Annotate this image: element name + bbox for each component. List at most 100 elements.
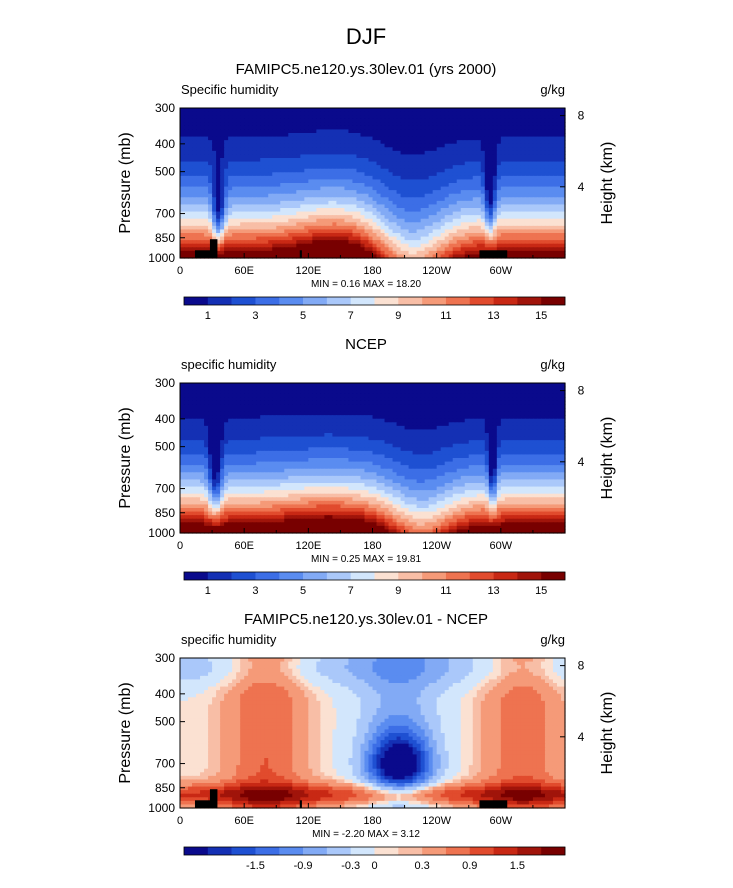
- field-cell: [380, 158, 386, 163]
- field-cell: [440, 190, 446, 195]
- field-cell: [264, 222, 269, 227]
- field-cell: [288, 400, 293, 406]
- field-cell: [520, 200, 526, 206]
- field-cell: [344, 204, 350, 209]
- field-cell: [428, 208, 434, 213]
- field-cell: [524, 225, 530, 231]
- field-cell: [396, 172, 402, 177]
- field-cell: [316, 386, 321, 391]
- field-cell: [416, 229, 422, 234]
- field-cell: [388, 154, 394, 159]
- field-cell: [408, 190, 414, 195]
- field-cell: [392, 229, 398, 234]
- field-cell: [380, 154, 386, 159]
- field-cell: [320, 386, 325, 391]
- field-cell: [408, 229, 414, 234]
- field-cell: [300, 118, 305, 123]
- field-cell: [372, 115, 378, 120]
- field-cell: [560, 222, 566, 227]
- field-cell: [212, 218, 217, 223]
- field-cell: [256, 243, 261, 248]
- field-cell: [524, 147, 530, 152]
- field-cell: [360, 133, 366, 138]
- field-cell: [552, 190, 558, 195]
- field-cell: [472, 200, 478, 206]
- field-cell: [284, 118, 289, 123]
- field-cell: [256, 143, 261, 148]
- field-cell: [232, 165, 237, 170]
- field-cell: [264, 386, 269, 391]
- field-cell: [368, 172, 374, 177]
- field-cell: [424, 411, 430, 416]
- field-cell: [400, 229, 406, 234]
- field-cell: [560, 243, 566, 248]
- field-cell: [480, 150, 486, 156]
- field-cell: [488, 247, 494, 252]
- field-cell: [520, 183, 526, 188]
- field-cell: [452, 190, 458, 195]
- terrain-block: [479, 250, 508, 258]
- field-cell: [268, 225, 273, 231]
- field-cell: [380, 115, 386, 120]
- field-cell: [256, 140, 261, 145]
- field-cell: [216, 150, 221, 156]
- field-cell: [324, 136, 329, 141]
- field-cell: [456, 140, 462, 145]
- field-cell: [344, 393, 350, 398]
- field-cell: [288, 218, 293, 223]
- field-cell: [460, 150, 466, 156]
- field-cell: [532, 172, 538, 177]
- field-cell: [204, 140, 209, 145]
- field-cell: [404, 140, 410, 145]
- field-cell: [544, 240, 550, 245]
- field-cell: [340, 136, 346, 141]
- field-cell: [416, 147, 422, 152]
- field-cell: [496, 222, 502, 227]
- field-cell: [436, 129, 442, 134]
- field-cell: [252, 136, 257, 141]
- field-cell: [200, 383, 205, 388]
- field-cell: [204, 158, 209, 163]
- field-cell: [184, 154, 189, 159]
- field-cell: [512, 397, 518, 402]
- field-cell: [268, 175, 273, 181]
- field-cell: [448, 236, 454, 241]
- field-cell: [536, 197, 542, 202]
- field-cell: [544, 404, 550, 409]
- field-cell: [528, 150, 534, 156]
- field-cell: [416, 400, 422, 406]
- field-cell: [328, 243, 333, 248]
- field-cell: [504, 165, 510, 170]
- field-cell: [408, 133, 414, 138]
- field-cell: [396, 215, 402, 220]
- field-cell: [244, 408, 249, 413]
- field-cell: [256, 204, 261, 209]
- field-cell: [352, 133, 358, 138]
- field-cell: [272, 411, 277, 416]
- field-cell: [432, 411, 438, 416]
- field-cell: [384, 247, 390, 252]
- field-cell: [532, 183, 538, 188]
- field-cell: [316, 168, 321, 173]
- field-cell: [372, 161, 378, 166]
- field-cell: [324, 143, 329, 148]
- field-cell: [504, 133, 510, 138]
- field-cell: [504, 115, 510, 120]
- field-cell: [356, 183, 362, 188]
- field-cell: [448, 108, 454, 113]
- field-cell: [288, 147, 293, 152]
- field-cell: [480, 400, 486, 406]
- field-cell: [424, 183, 430, 188]
- field-cell: [188, 229, 193, 234]
- field-cell: [216, 383, 221, 388]
- field-cell: [384, 400, 390, 406]
- field-cell: [416, 122, 422, 127]
- field-cell: [524, 215, 530, 220]
- field-cell: [548, 183, 554, 188]
- field-cell: [236, 222, 241, 227]
- field-cell: [232, 197, 237, 202]
- field-cell: [364, 161, 370, 166]
- field-cell: [468, 215, 474, 220]
- field-cell: [324, 200, 329, 206]
- field-cell: [492, 247, 498, 252]
